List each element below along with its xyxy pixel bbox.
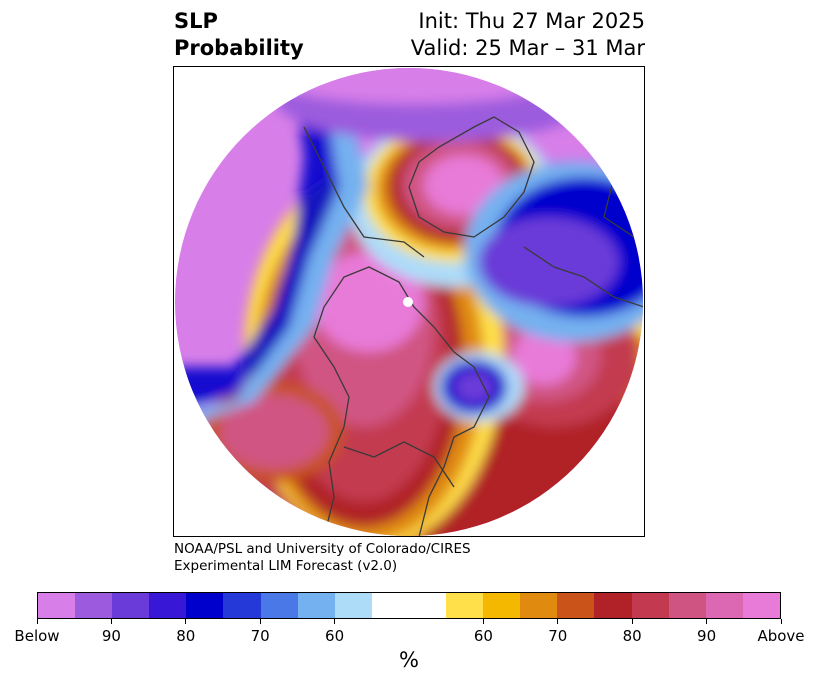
colorbar-swatch	[631, 593, 669, 618]
colorbar-swatch	[186, 593, 224, 618]
blob-north-strong	[424, 155, 504, 215]
colorbar-tick-label: Above	[757, 627, 805, 645]
colorbar-tick-label: 80	[176, 627, 196, 645]
blob-above-strong-east	[512, 329, 576, 385]
colorbar-swatch	[668, 593, 706, 618]
credit-line-2: Experimental LIM Forecast (v2.0)	[174, 558, 398, 574]
colorbar	[37, 592, 781, 619]
map-title: SLP Probability	[174, 8, 304, 62]
colorbar-swatch	[446, 593, 484, 618]
colorbar-tickmark	[780, 619, 782, 624]
title-line-1: SLP	[174, 9, 218, 33]
colorbar-swatch	[334, 593, 372, 618]
coast-greenland	[408, 116, 535, 238]
colorbar-swatch	[483, 593, 521, 618]
pole-marker	[403, 297, 413, 307]
colorbar-swatch	[705, 593, 743, 618]
probability-field	[175, 68, 643, 536]
blob-low-mid	[454, 371, 494, 403]
colorbar-swatch	[408, 593, 447, 618]
colorbar-swatch	[742, 593, 780, 618]
colorbar-tickmark	[557, 619, 559, 624]
colorbar-swatch	[557, 593, 595, 618]
colorbar-tickmark	[482, 619, 484, 624]
colorbar-tickmark	[259, 619, 261, 624]
colorbar-tickmark	[631, 619, 633, 624]
colorbar-tick-label: 60	[473, 627, 493, 645]
colorbar-swatch	[75, 593, 113, 618]
coast-siberia	[303, 126, 425, 258]
coast-north-america	[313, 266, 490, 536]
coast-europe	[523, 246, 643, 308]
colorbar-swatch	[260, 593, 298, 618]
title-line-2: Probability	[174, 36, 304, 60]
colorbar-swatch	[223, 593, 261, 618]
colorbar-tick-label: 80	[622, 627, 642, 645]
colorbar-label: %	[399, 648, 419, 672]
colorbar-tick-label: 90	[101, 627, 121, 645]
colorbar-swatch	[297, 593, 335, 618]
blob-top-below-strong	[274, 68, 554, 104]
colorbar-tickmark	[110, 619, 112, 624]
credit-line-1: NOAA/PSL and University of Colorado/CIRE…	[174, 541, 471, 557]
credit-text: NOAA/PSL and University of Colorado/CIRE…	[174, 541, 471, 575]
colorbar-swatch	[371, 593, 409, 618]
probability-map	[175, 68, 643, 536]
blob-pacific-pink	[219, 394, 329, 470]
map-panel	[173, 66, 645, 537]
blob-east-mid-below	[479, 217, 619, 307]
colorbar-tick-label: 60	[325, 627, 345, 645]
valid-range: Valid: 25 Mar – 31 Mar	[410, 36, 645, 60]
init-date: Init: Thu 27 Mar 2025	[418, 9, 645, 33]
colorbar-tickmark	[185, 619, 187, 624]
blob-arctic-strong	[314, 252, 424, 352]
colorbar-swatch	[520, 593, 558, 618]
colorbar-tickmark	[36, 619, 38, 624]
colorbar-tick-label: 90	[697, 627, 717, 645]
colorbar-tickmark	[334, 619, 336, 624]
colorbar-tickmark	[706, 619, 708, 624]
colorbar-swatch	[149, 593, 187, 618]
colorbar-tick-label: 70	[548, 627, 568, 645]
colorbar-tick-label: 70	[250, 627, 270, 645]
blob-west-ridge-below	[175, 87, 349, 407]
colorbar-tick-label: Below	[14, 627, 60, 645]
colorbar-swatch	[112, 593, 150, 618]
colorbar-swatch	[38, 593, 76, 618]
colorbar-swatch	[594, 593, 632, 618]
border-us-canada	[343, 441, 455, 488]
forecast-dates: Init: Thu 27 Mar 2025 Valid: 25 Mar – 31…	[411, 8, 645, 62]
